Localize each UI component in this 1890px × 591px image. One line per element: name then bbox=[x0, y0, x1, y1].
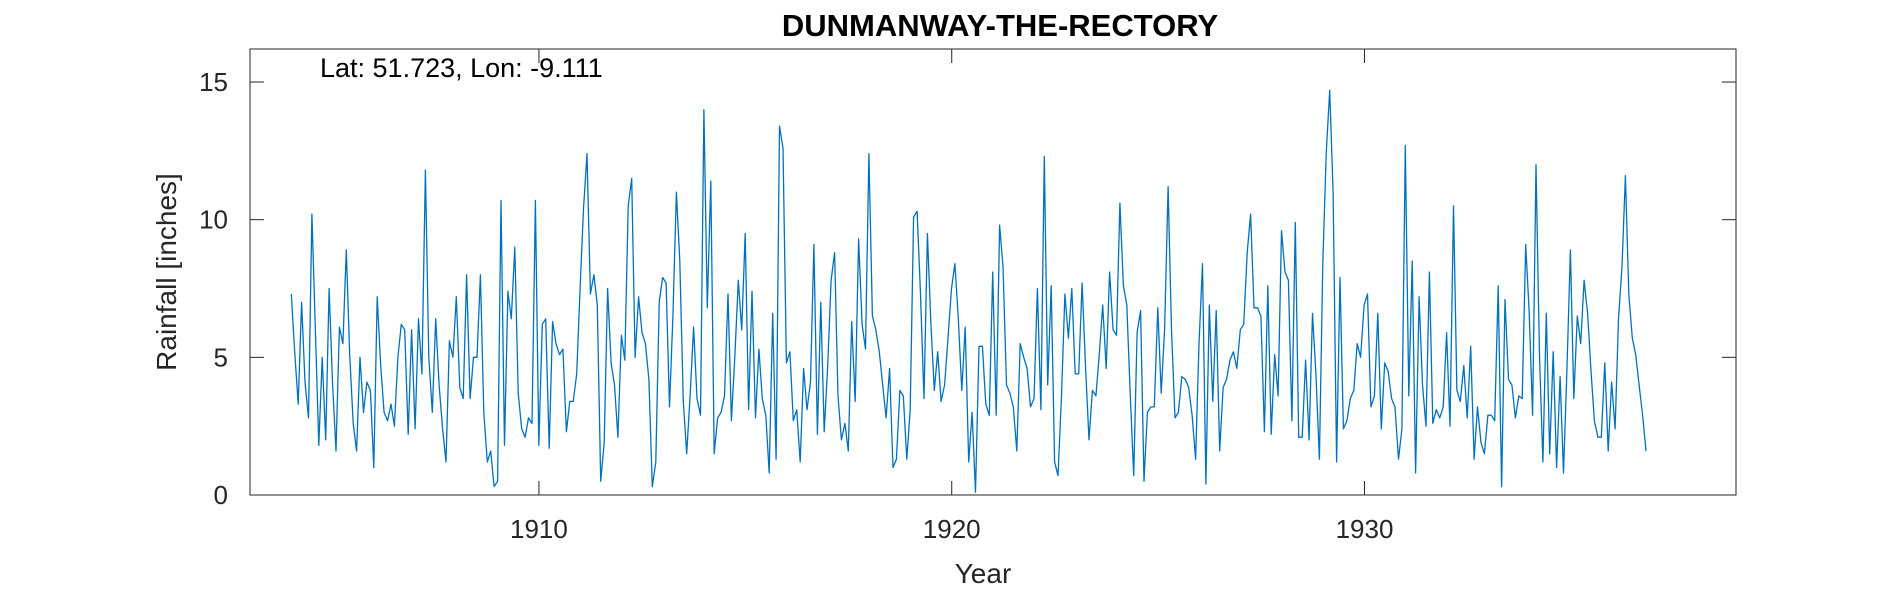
x-axis-label: Year bbox=[955, 558, 1012, 589]
chart-title: DUNMANWAY-THE-RECTORY bbox=[782, 8, 1219, 43]
plot-frame bbox=[249, 48, 1737, 496]
x-tick-label: 1910 bbox=[510, 514, 568, 544]
y-tick-label: 0 bbox=[214, 480, 228, 510]
x-tick-label: 1930 bbox=[1336, 514, 1394, 544]
rainfall-series-line bbox=[290, 89, 1647, 493]
y-tick-label: 5 bbox=[214, 342, 228, 372]
axis-ticks: 1910 1920 1930 0 5 10 15 bbox=[199, 49, 1736, 544]
lat-lon-annotation: Lat: 51.723, Lon: -9.111 bbox=[320, 53, 603, 83]
x-tick-label: 1920 bbox=[923, 514, 981, 544]
y-tick-label: 10 bbox=[199, 205, 228, 235]
y-axis-label: Rainfall [inches] bbox=[151, 173, 182, 371]
y-tick-label: 15 bbox=[199, 67, 228, 97]
